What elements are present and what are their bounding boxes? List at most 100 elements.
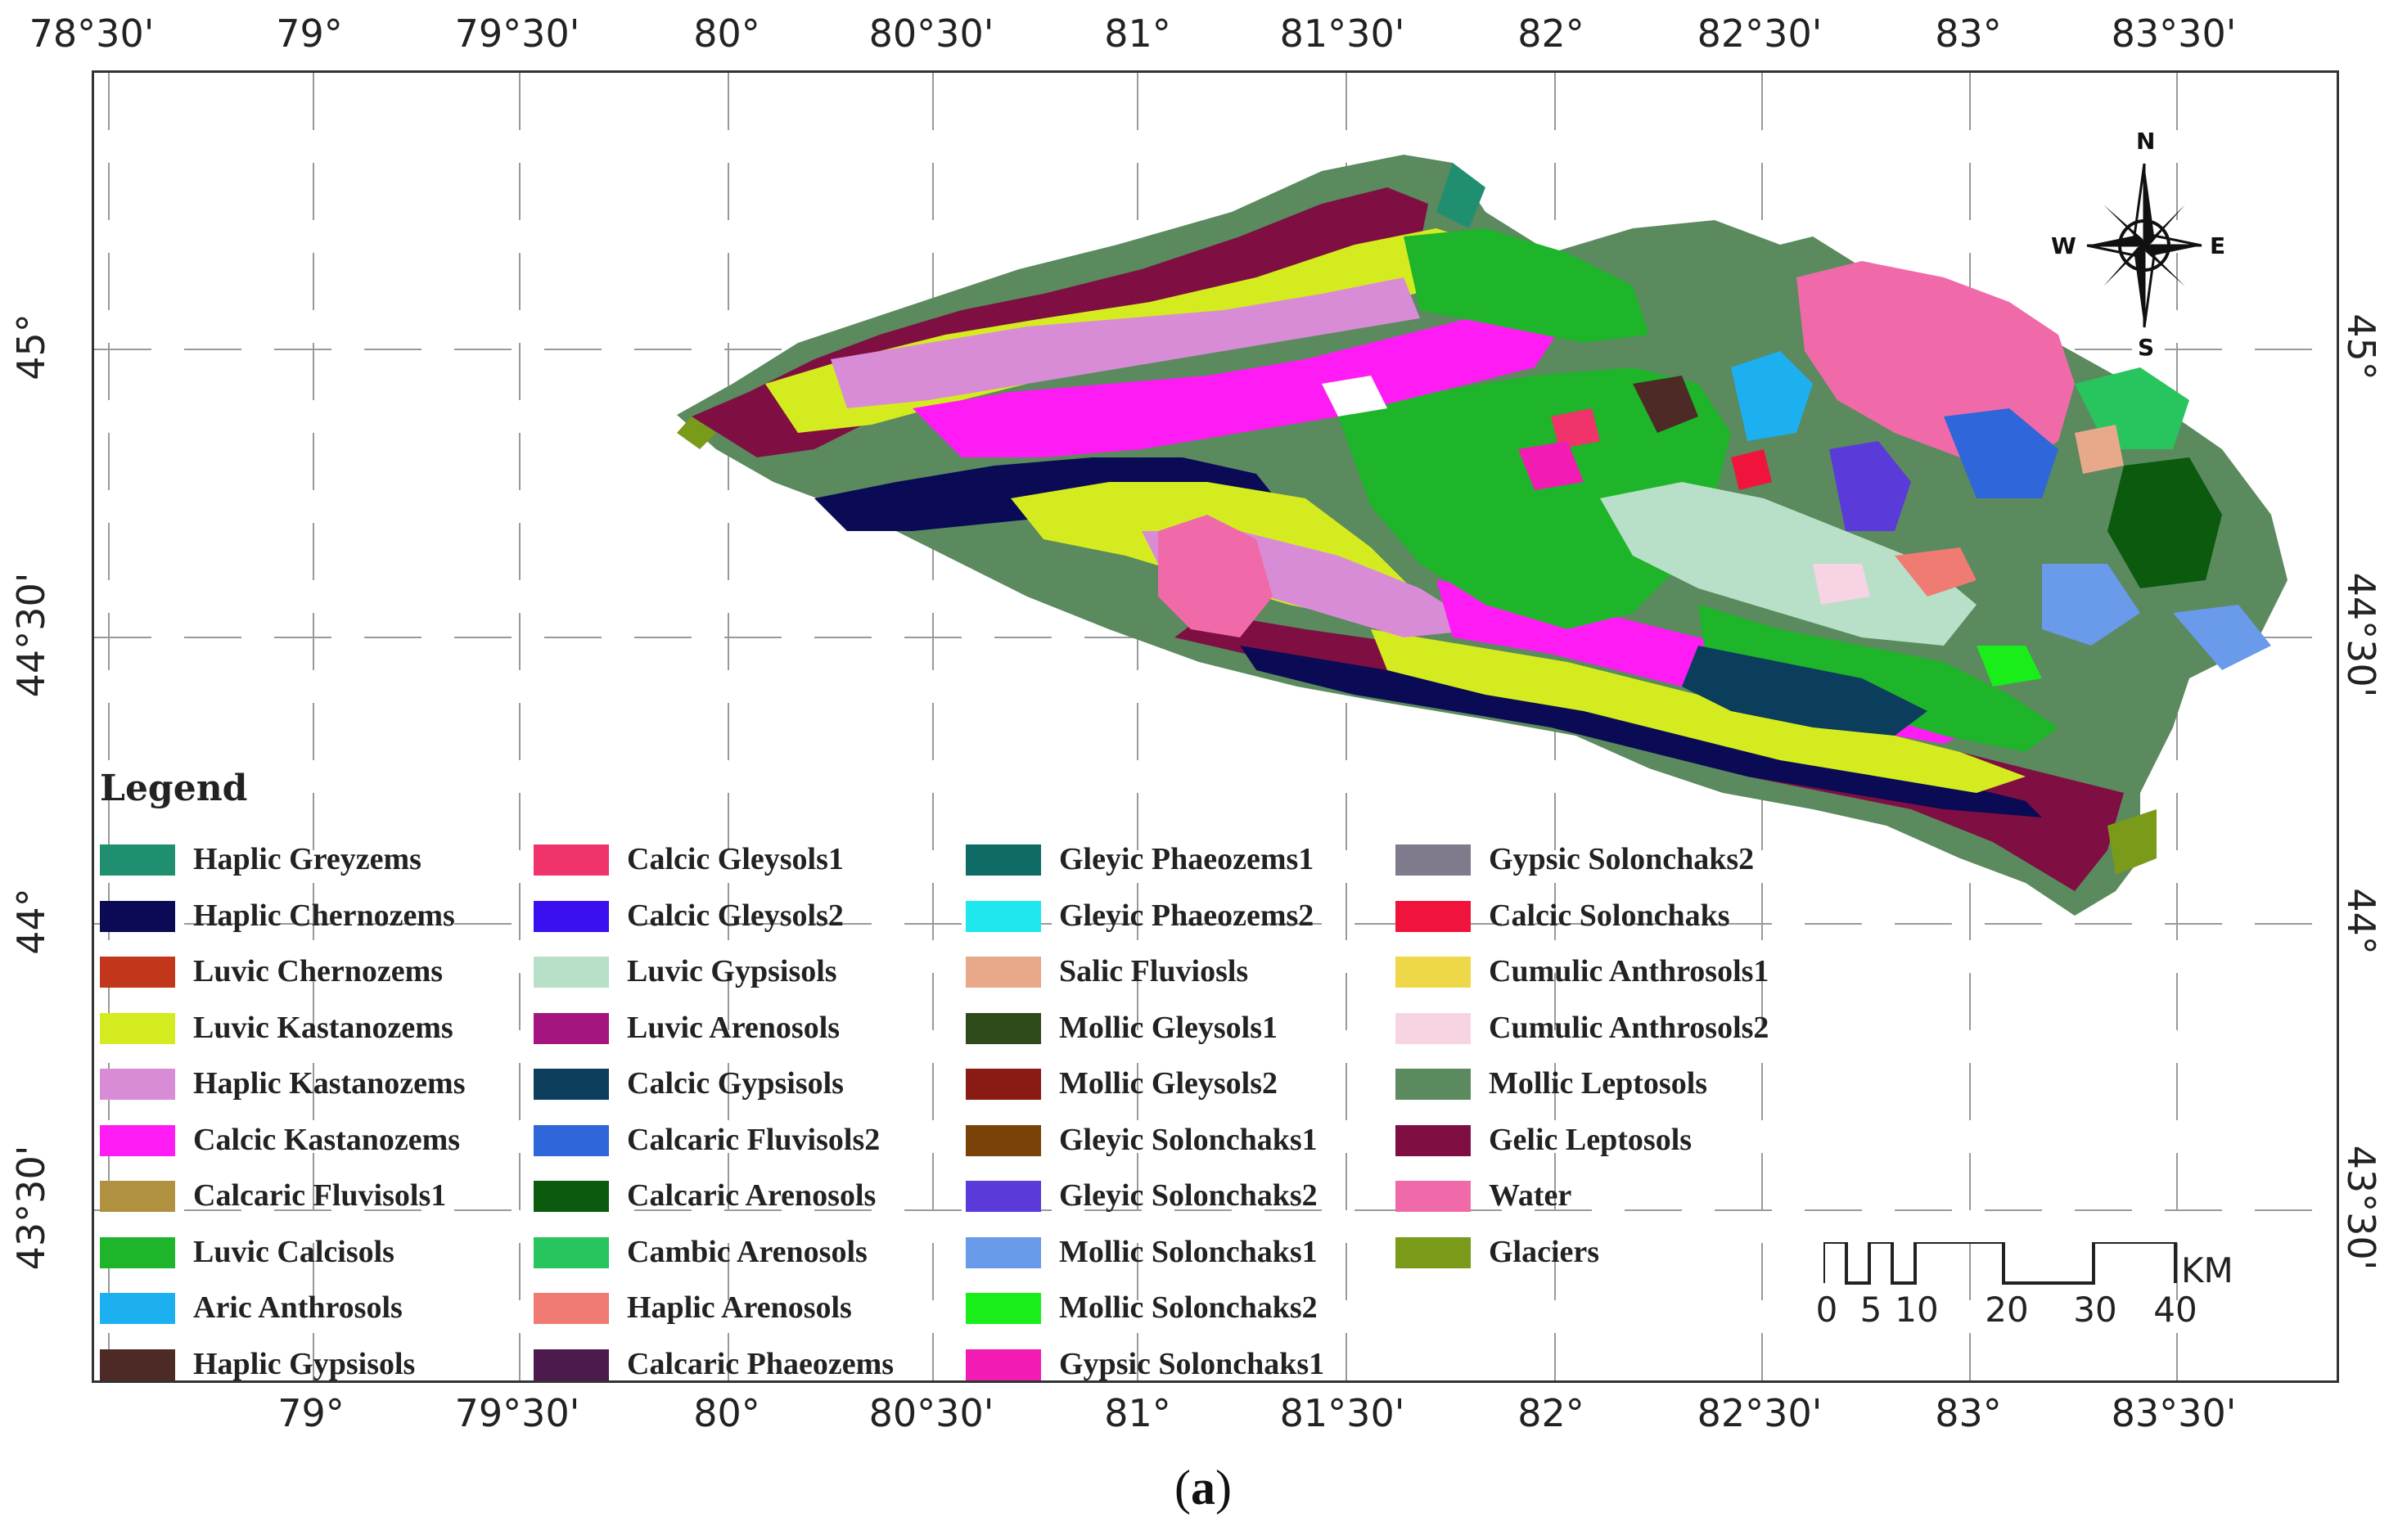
graticule-right-label: 44° (2339, 888, 2383, 955)
graticule-top-label: 81° (1104, 11, 1171, 56)
scale-tick-label: 20 (1985, 1290, 2029, 1330)
figure-caption: (a) (1174, 1460, 1232, 1516)
graticule-left-label: 44°30' (9, 572, 53, 698)
legend-swatch (534, 844, 609, 876)
map-canvas (94, 73, 2337, 1380)
graticule-bottom-label: 83° (1935, 1391, 2002, 1435)
legend-swatch (534, 1349, 609, 1380)
legend-swatch (534, 1012, 609, 1044)
legend-label: Haplic Arenosols (627, 1290, 852, 1325)
graticule-bottom-label: 80° (693, 1391, 760, 1435)
legend-label: Luvic Arenosols (627, 1010, 841, 1045)
legend-swatch (534, 1181, 609, 1212)
legend-label: Gelic Leptosols (1489, 1122, 1693, 1157)
scale-unit: KM (2181, 1250, 2233, 1290)
scale-bar (1823, 1242, 2177, 1285)
legend-label: Gleyic Phaeozems1 (1059, 842, 1314, 876)
legend-swatch (1395, 1124, 1471, 1156)
scale-tick-label: 10 (1895, 1290, 1939, 1330)
legend-label: Water (1489, 1178, 1572, 1213)
legend-label: Mollic Solonchaks2 (1059, 1290, 1318, 1325)
legend-swatch (1395, 1069, 1471, 1100)
graticule-left-label: 45° (9, 313, 53, 380)
graticule-bottom-label: 83°30' (2111, 1391, 2237, 1435)
legend-swatch (100, 1124, 175, 1156)
graticule-right-label: 43°30' (2339, 1145, 2383, 1271)
north-arrow: N S E W (2051, 128, 2226, 361)
scale-tick-label: 5 (1859, 1290, 1882, 1330)
legend-swatch (966, 844, 1041, 876)
legend-swatch (100, 1012, 175, 1044)
legend-swatch (100, 1293, 175, 1324)
legend-swatch (534, 1293, 609, 1324)
legend-swatch (1395, 900, 1471, 932)
legend-label: Calcic Solonchaks (1489, 898, 1730, 933)
graticule-top-label: 81°30' (1279, 11, 1405, 56)
graticule-bottom-label: 79°30' (454, 1391, 580, 1435)
legend-title: Legend (100, 768, 248, 809)
graticule-bottom-label: 79° (277, 1391, 345, 1435)
graticule-top-label: 82°30' (1697, 11, 1823, 56)
legend-label: Luvic Kastanozems (193, 1010, 453, 1045)
legend-label: Calcaric Fluvisols1 (193, 1178, 447, 1213)
legend-label: Calcic Gypsisols (627, 1066, 844, 1101)
map-frame (92, 70, 2339, 1383)
legend-swatch (966, 1349, 1041, 1380)
legend-swatch (966, 1236, 1041, 1268)
legend-swatch (534, 1069, 609, 1100)
graticule-top-label: 80°30' (868, 11, 994, 56)
graticule-left-label: 44° (9, 888, 53, 955)
graticule-bottom-label: 81° (1104, 1391, 1171, 1435)
graticule-top-label: 80° (693, 11, 760, 56)
legend-label: Calcaric Fluvisols2 (627, 1122, 881, 1157)
legend-label: Luvic Calcisols (193, 1234, 394, 1269)
legend-swatch (534, 1124, 609, 1156)
compass-s-label: S (2138, 334, 2155, 361)
legend-label: Gleyic Solonchaks1 (1059, 1122, 1318, 1157)
caption-close: ) (1215, 1461, 1232, 1515)
graticule-bottom-label: 82°30' (1697, 1391, 1823, 1435)
legend-swatch (966, 1012, 1041, 1044)
graticule-bottom-label: 82° (1517, 1391, 1584, 1435)
legend-swatch (1395, 957, 1471, 988)
legend-swatch (1395, 1236, 1471, 1268)
legend-label: Gypsic Solonchaks1 (1059, 1346, 1325, 1381)
compass-e-label: E (2210, 232, 2226, 259)
legend-label: Cumulic Anthrosols1 (1489, 954, 1769, 988)
scale-tick-label: 0 (1815, 1290, 1838, 1330)
legend-label: Mollic Leptosols (1489, 1066, 1708, 1101)
graticule-right-label: 45° (2339, 313, 2383, 380)
legend-label: Luvic Gypsisols (627, 954, 837, 988)
legend-swatch (1395, 844, 1471, 876)
legend-swatch (534, 957, 609, 988)
legend-swatch (534, 1236, 609, 1268)
legend-label: Aric Anthrosols (193, 1290, 403, 1325)
legend-swatch (534, 900, 609, 932)
legend-label: Mollic Solonchaks1 (1059, 1234, 1318, 1269)
legend-swatch (966, 1293, 1041, 1324)
legend-label: Gleyic Solonchaks2 (1059, 1178, 1318, 1213)
legend-label: Calcic Gleysols1 (627, 842, 844, 876)
legend-swatch (100, 1181, 175, 1212)
legend-label: Haplic Chernozems (193, 898, 455, 933)
legend-label: Calcic Gleysols2 (627, 898, 844, 933)
legend-label: Calcaric Phaeozems (627, 1346, 895, 1381)
compass-w-label: W (2051, 232, 2076, 259)
legend-swatch (966, 1181, 1041, 1212)
caption-open: ( (1174, 1461, 1191, 1515)
legend-swatch (100, 1069, 175, 1100)
legend-label: Gypsic Solonchaks2 (1489, 842, 1755, 876)
legend-swatch (100, 1349, 175, 1380)
legend-label: Calcic Kastanozems (193, 1122, 461, 1157)
legend-swatch (966, 1124, 1041, 1156)
graticule-left-label: 43°30' (9, 1145, 53, 1271)
graticule-top-label: 83°30' (2111, 11, 2237, 56)
legend-swatch (100, 1236, 175, 1268)
legend-label: Salic Fluviosls (1059, 954, 1249, 988)
scale-tick-label: 30 (2073, 1290, 2117, 1330)
legend-swatch (100, 844, 175, 876)
graticule-top-label: 79°30' (454, 11, 580, 56)
legend-label: Gleyic Phaeozems2 (1059, 898, 1314, 933)
legend-swatch (100, 957, 175, 988)
legend-label: Mollic Gleysols1 (1059, 1010, 1278, 1045)
